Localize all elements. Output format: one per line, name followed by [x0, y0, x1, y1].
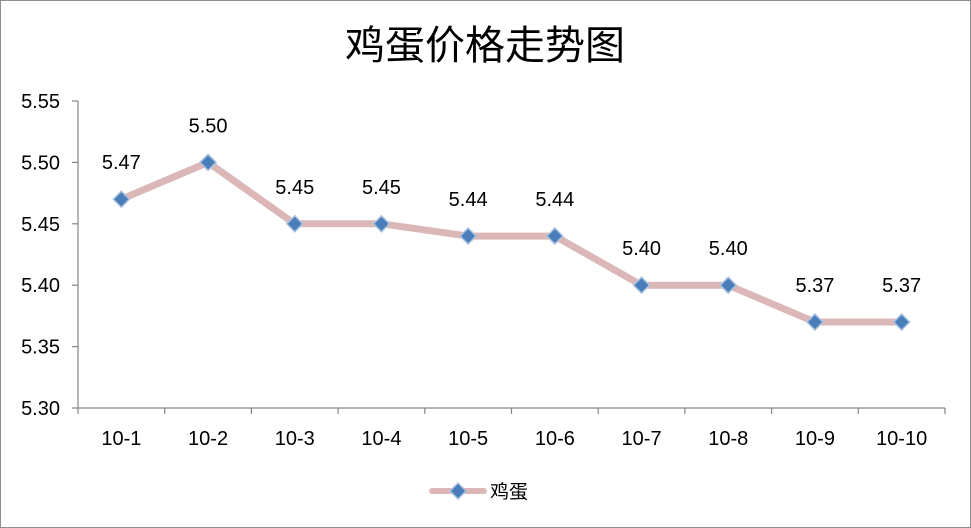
data-labels: 5.47 5.50 5.45 5.45 5.44 5.44 5.40 5.40 5.37 5.37: [102, 115, 921, 297]
x-tick-label: 10-6: [535, 428, 575, 450]
data-point-marker: [285, 214, 304, 233]
data-label: 5.37: [795, 275, 834, 297]
data-point-marker: [459, 227, 478, 246]
x-tick-label: 10-10: [876, 428, 927, 450]
data-point-marker: [372, 214, 391, 233]
series-line: [117, 158, 906, 326]
data-label: 5.47: [102, 152, 141, 174]
x-ticks: 10-1 10-2 10-3 10-4 10-5 10-6 10-7 10-8 10-9 10-1…: [77, 408, 946, 450]
legend: 鸡蛋: [429, 481, 528, 503]
y-tick-label: 5.55: [21, 91, 60, 113]
data-point-marker: [892, 312, 911, 332]
data-label: 5.40: [709, 238, 748, 260]
x-tick-label: 10-7: [622, 428, 662, 450]
series-egg: [112, 153, 911, 332]
x-tick-label: 10-9: [795, 428, 835, 450]
legend-diamond-marker: [448, 481, 468, 501]
x-tick-label: 10-2: [188, 428, 228, 450]
data-label: 5.50: [189, 115, 228, 137]
x-tick-label: 10-4: [361, 428, 401, 450]
y-axis: 5.30 5.35 5.40 5.45 5.50 5.55: [21, 91, 79, 420]
data-label: 5.44: [535, 189, 574, 211]
data-label: 5.44: [449, 189, 488, 211]
data-point-marker: [545, 227, 564, 246]
x-tick-label: 10-5: [448, 428, 488, 450]
y-tick-label: 5.45: [21, 214, 60, 236]
y-tick-label: 5.50: [21, 152, 60, 174]
y-tick-label: 5.40: [21, 275, 60, 297]
x-tick-label: 10-1: [101, 428, 141, 450]
y-ticks: 5.30 5.35 5.40 5.45 5.50 5.55: [21, 91, 78, 420]
data-label: 5.45: [275, 177, 314, 199]
data-label: 5.45: [362, 177, 401, 199]
y-tick-label: 5.35: [21, 337, 60, 359]
data-point-marker: [112, 190, 131, 209]
data-label: 5.37: [882, 275, 921, 297]
data-label: 5.40: [622, 238, 661, 260]
data-point-marker: [719, 276, 738, 295]
x-tick-label: 10-3: [275, 428, 315, 450]
data-point-marker: [198, 153, 218, 172]
y-tick-label: 5.30: [21, 398, 60, 420]
data-point-marker: [632, 276, 651, 295]
chart-title: 鸡蛋价格走势图: [345, 23, 625, 69]
x-tick-label: 10-8: [708, 428, 748, 450]
legend-label: 鸡蛋: [490, 481, 528, 503]
x-axis: 10-1 10-2 10-3 10-4 10-5 10-6 10-7 10-8 10-9 10-1…: [77, 407, 946, 450]
data-point-marker: [805, 312, 825, 332]
